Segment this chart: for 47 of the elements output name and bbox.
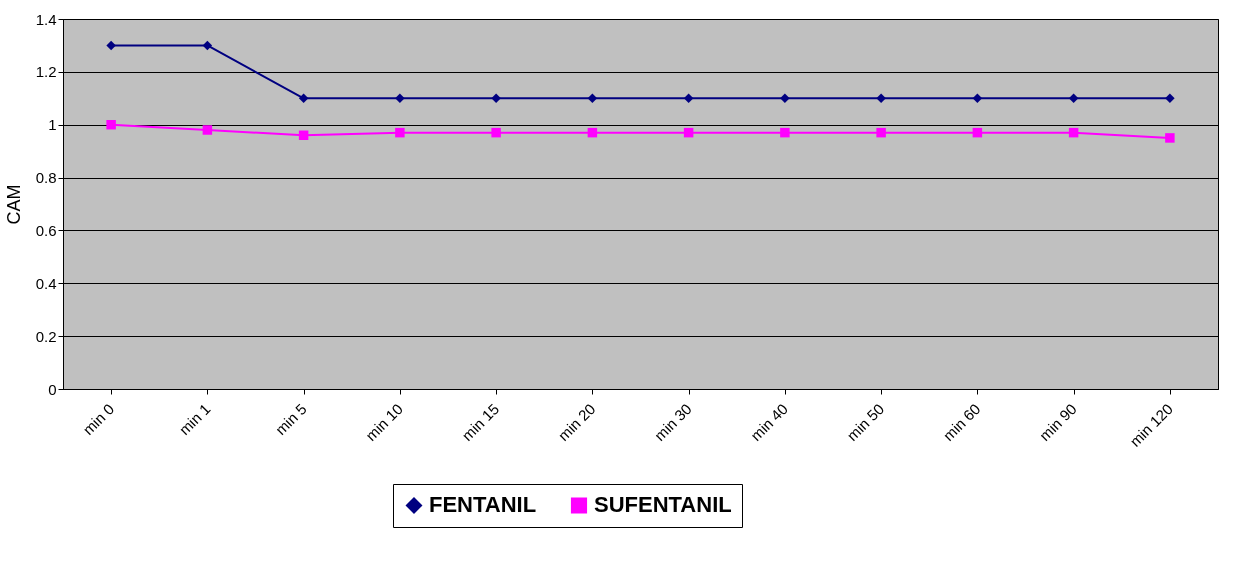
point [298,130,309,141]
legend-label: SUFENTANIL [594,492,732,518]
y-tick-label: 0.8 [35,169,57,187]
point [395,127,405,138]
point [491,93,501,104]
point [780,93,790,104]
x-tick-label: min 5 [271,400,310,439]
point [202,125,213,135]
x-tick-label: min 50 [843,400,888,444]
x-tick-label: min 60 [939,400,984,444]
point [587,127,598,138]
y-tick-label: 0.6 [35,221,57,239]
x-tick-label: min 120 [1126,400,1177,450]
point [1165,133,1175,143]
point [298,93,309,104]
point [202,40,213,51]
x-tick-label: min 30 [650,400,695,444]
y-tick-label: 0 [48,380,57,398]
y-tick-label: 0.4 [35,274,57,292]
point [1165,93,1175,104]
point [972,127,983,138]
point [1068,127,1079,138]
point [876,127,886,138]
point [683,127,694,138]
y-tick-label: 1 [48,116,57,134]
point [106,119,116,130]
point [1068,93,1079,104]
point [491,127,501,138]
y-tick-label: 1.4 [35,10,57,28]
y-tick-label: 0.2 [35,327,57,345]
point [106,40,116,51]
x-tick-label: min 40 [747,400,792,444]
y-tick-label: 1.2 [35,63,57,81]
x-tick-label: min 1 [175,400,214,439]
point [587,93,598,104]
legend-label: FENTANIL [429,492,537,518]
x-tick-label: min 15 [458,400,503,444]
x-tick-label: min 10 [362,400,407,444]
point [972,93,983,104]
x-tick-label: min 0 [79,400,118,439]
x-tick-label: min 90 [1035,400,1080,444]
x-tick-label: min 20 [554,400,599,444]
point [780,127,790,138]
point [683,93,694,104]
y-axis-title: CAM [3,184,24,225]
point [395,93,405,104]
point [876,93,886,104]
